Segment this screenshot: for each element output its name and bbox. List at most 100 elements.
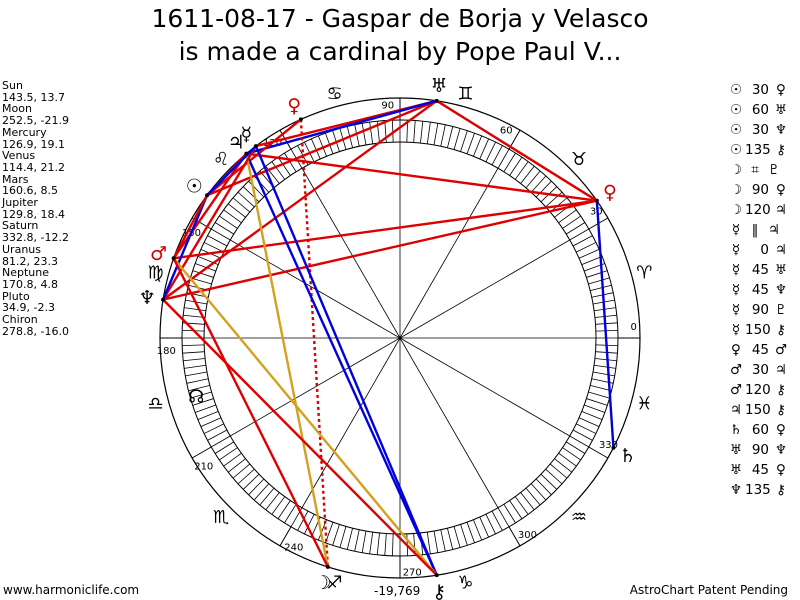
degree-tick (339, 526, 347, 548)
degree-tick (227, 203, 246, 218)
degree-tick (447, 528, 454, 550)
degree-tick (549, 463, 568, 479)
degree-tick (426, 122, 431, 144)
degree-tick (219, 215, 238, 229)
degree-tick (594, 314, 617, 318)
degree-tick (197, 411, 219, 421)
degree-tick (317, 135, 327, 157)
degree-tick (195, 404, 216, 413)
aspect-planet-2: ♆ (774, 122, 788, 138)
planet-marker (434, 98, 439, 103)
aspect-row: ♂ 120 ⚷ (727, 380, 790, 400)
degree-tick (207, 429, 228, 441)
degree-tick (562, 447, 581, 461)
aspect-row: ☿ 45 ♆ (727, 280, 790, 300)
degree-tick (586, 270, 608, 278)
aspect-planet-2: ♇ (774, 302, 788, 318)
aspect-row: ☿ 45 ♅ (727, 260, 790, 280)
aspect-planet-2: ♃ (774, 202, 788, 218)
aspect-planet-1: ☉ (729, 102, 743, 118)
aspect-row: ☿ 150 ⚷ (727, 320, 790, 340)
degree-tick (514, 496, 529, 515)
radial-line (301, 168, 401, 339)
degree-tick (332, 524, 340, 546)
aspect-line (162, 145, 257, 301)
aspect-angle: 60 (751, 422, 769, 438)
degree-tick (190, 277, 212, 285)
aspect-planet-1: ♂ (729, 382, 743, 398)
degree-tick (200, 417, 222, 428)
position-name: Moon (2, 102, 32, 116)
degree-tick (588, 277, 610, 285)
aspect-angle: 135 (745, 482, 771, 498)
degree-tick (588, 391, 610, 399)
aspect-planet-1: ☽ (729, 182, 743, 198)
aspect-planet-1: ♄ (729, 422, 743, 438)
planet-glyph-mercury: ☿ (240, 123, 252, 145)
degree-tick (186, 378, 209, 384)
planet-marker (325, 564, 330, 569)
aspect-planet-1: ♅ (729, 442, 743, 458)
degree-tick (184, 307, 206, 312)
aspect-angle: 0 (760, 242, 769, 258)
degree-tick (595, 329, 618, 332)
aspect-line (161, 194, 209, 301)
degree-tick (595, 322, 618, 325)
aspect-line (172, 194, 209, 259)
degree-tick (391, 120, 394, 143)
degree-tick (497, 149, 510, 169)
zodiac-sign-pisces: ♓ (636, 393, 652, 414)
aspect-angle: 120 (745, 202, 771, 218)
degree-tick (242, 473, 260, 490)
degree-tick (219, 447, 238, 461)
aspect-line (172, 257, 329, 568)
aspect-angle: 120 (745, 382, 771, 398)
chart-title-line1: 1611-08-17 - Gaspar de Borja y Velasco (151, 4, 649, 33)
degree-tick (376, 532, 380, 555)
aspect-planet-1: ☿ (731, 222, 741, 238)
degree-tick (248, 478, 265, 496)
footer-website: www.harmoniclife.com (3, 583, 140, 597)
aspect-planet-2: ♀ (776, 82, 786, 98)
planet-marker (171, 256, 176, 261)
aspect-line (172, 152, 248, 259)
aspect-planet-2: ♂ (774, 342, 788, 358)
aspect-planet-1: ☿ (731, 262, 741, 278)
planet-glyph-pluto: ♀ (603, 182, 617, 204)
degree-tick (361, 530, 367, 553)
degree-tick (369, 532, 374, 554)
footer-center-value: -19,769 (374, 584, 421, 598)
position-name: Pluto (2, 289, 30, 303)
position-value: 332.8, -12.2 (2, 231, 69, 245)
degree-tick (525, 487, 541, 506)
degree-tick (361, 123, 367, 146)
degree-label: 30 (590, 207, 603, 218)
degree-tick (413, 120, 416, 143)
aspect-line (595, 200, 615, 448)
degree-tick (592, 371, 615, 377)
degree-tick (211, 228, 231, 241)
degree-tick (554, 458, 573, 473)
aspect-planet-2: ⚷ (776, 402, 786, 418)
degree-tick (473, 519, 483, 541)
planet-glyph-moon: ☽ (314, 572, 331, 594)
degree-tick (184, 364, 206, 369)
degree-tick (453, 128, 461, 150)
degree-tick (584, 404, 605, 413)
planet-glyph-mars: ♂ (150, 243, 167, 265)
aspect-angle: 45 (751, 462, 769, 478)
aspect-planet-2: ⚷ (776, 382, 786, 398)
position-name: Venus (2, 149, 36, 163)
degree-tick (558, 209, 577, 224)
planet-glyph-saturn: ♄ (619, 445, 636, 467)
degree-tick (211, 435, 231, 448)
planet-marker (161, 297, 166, 302)
degree-tick (182, 351, 205, 354)
degree-tick (369, 122, 374, 144)
degree-label: 180 (157, 346, 176, 357)
degree-tick (265, 492, 280, 511)
planet-marker (253, 144, 258, 149)
radial-line (399, 337, 570, 437)
aspect-angle: 150 (745, 322, 771, 338)
aspect-planet-1: ♀ (731, 342, 741, 358)
